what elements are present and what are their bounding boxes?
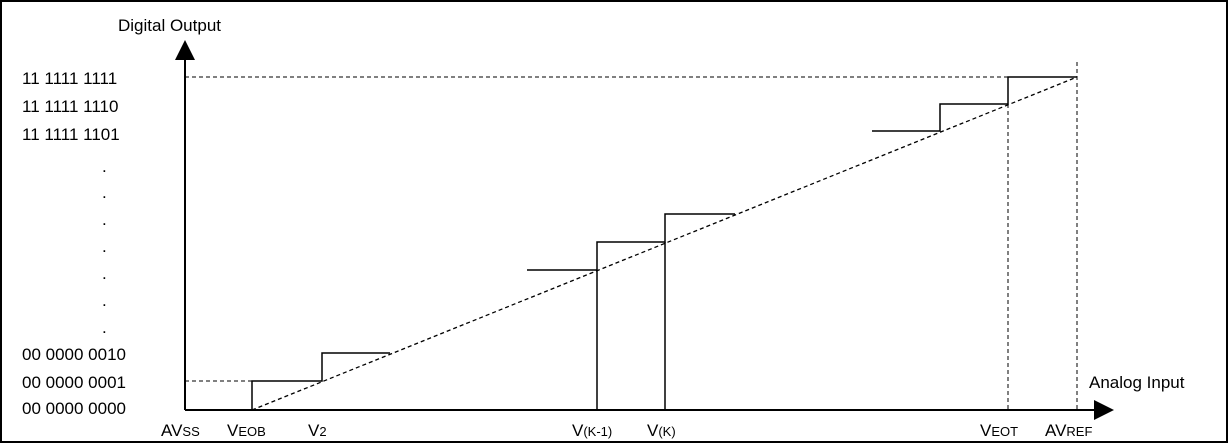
code-label-3fd: 11 1111 1101 <box>22 125 120 144</box>
x-label-vk1: V(K-1) <box>572 421 612 440</box>
x-label-avss: AVSS <box>161 421 200 440</box>
x-label-avref: AVREF <box>1045 421 1092 440</box>
code-label-3ff: 11 1111 1111 <box>22 69 117 88</box>
y-axis-title: Digital Output <box>118 16 221 35</box>
staircase-mid <box>527 214 735 270</box>
x-label-veob: VEOB <box>227 421 266 440</box>
ellipsis-dot: . <box>102 291 107 310</box>
x-axis-title: Analog Input <box>1089 373 1185 392</box>
ellipsis-dot: . <box>102 264 107 283</box>
code-label-001: 00 0000 0001 <box>22 373 126 392</box>
ellipsis-dot: . <box>102 157 107 176</box>
code-label-000: 00 0000 0000 <box>22 399 126 418</box>
ellipsis-dot: . <box>102 183 107 202</box>
ellipsis-dot: . <box>102 237 107 256</box>
ellipsis-dot: . <box>102 318 107 337</box>
code-label-002: 00 0000 0010 <box>22 345 126 364</box>
x-label-v2: V2 <box>308 421 327 440</box>
x-label-veot: VEOT <box>980 421 1018 440</box>
staircase-high <box>872 77 1077 131</box>
x-label-vk: V(K) <box>647 421 676 440</box>
ellipsis-dot: . <box>102 210 107 229</box>
code-label-3fe: 11 1111 1110 <box>22 97 118 116</box>
